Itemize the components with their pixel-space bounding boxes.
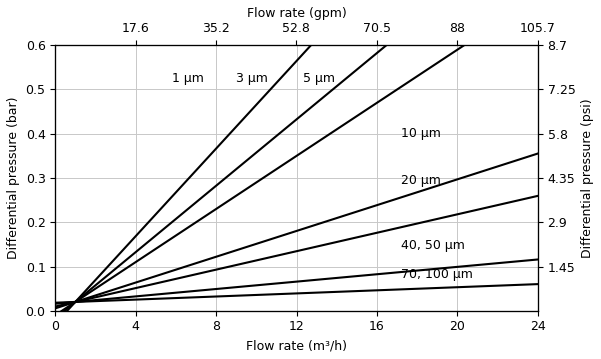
X-axis label: Flow rate (gpm): Flow rate (gpm) — [246, 7, 346, 20]
Y-axis label: Differential pressure (bar): Differential pressure (bar) — [7, 97, 20, 259]
Y-axis label: Differential pressure (psi): Differential pressure (psi) — [581, 98, 594, 258]
Text: 40, 50 μm: 40, 50 μm — [401, 239, 465, 252]
Text: 3 μm: 3 μm — [236, 72, 268, 85]
Text: 5 μm: 5 μm — [302, 72, 335, 85]
Text: 10 μm: 10 μm — [401, 127, 441, 140]
Text: 1 μm: 1 μm — [172, 72, 204, 85]
Text: 70, 100 μm: 70, 100 μm — [401, 268, 473, 281]
Text: 20 μm: 20 μm — [401, 174, 441, 187]
X-axis label: Flow rate (m³/h): Flow rate (m³/h) — [246, 339, 347, 352]
